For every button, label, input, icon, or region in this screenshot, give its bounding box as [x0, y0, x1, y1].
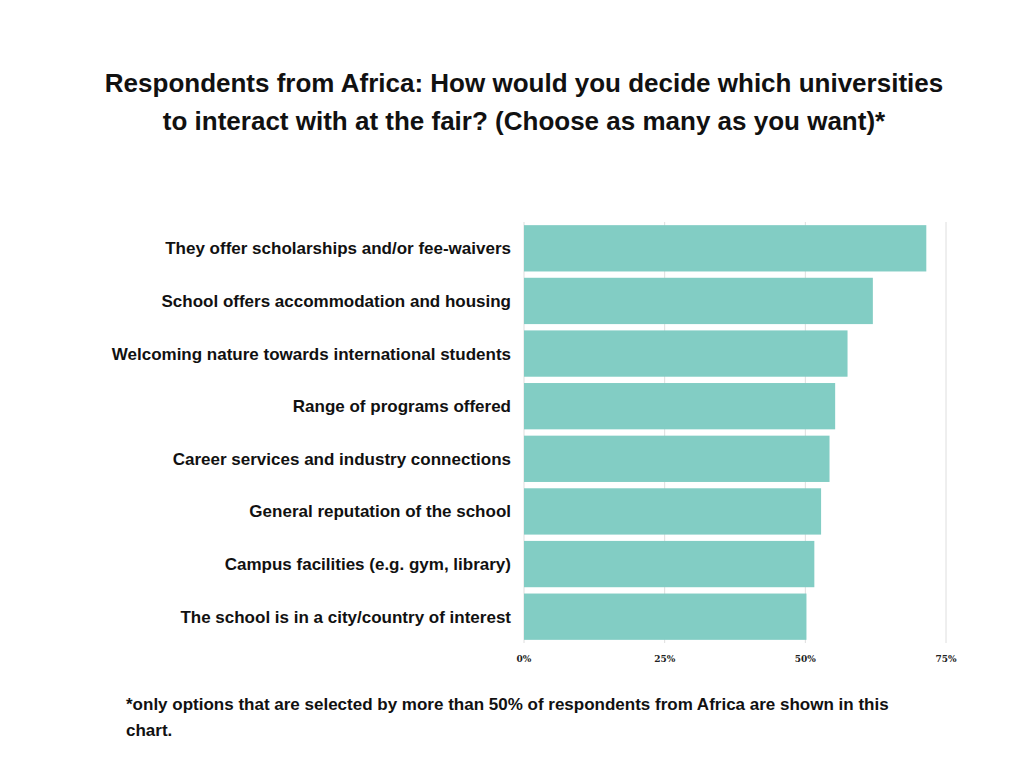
category-label: School offers accommodation and housing	[162, 292, 511, 311]
tick-label: 25%	[654, 654, 676, 664]
category-label: They offer scholarships and/or fee-waive…	[165, 239, 511, 258]
chart-title: Respondents from Africa: How would you d…	[92, 64, 956, 140]
tick-label: 75%	[935, 654, 957, 664]
tick-label: 0%	[517, 654, 532, 664]
category-label: The school is in a city/country of inter…	[180, 608, 511, 627]
bar	[524, 278, 873, 324]
bar	[524, 330, 848, 376]
category-label: Range of programs offered	[293, 397, 511, 416]
bar	[524, 225, 926, 271]
tick-label: 50%	[795, 654, 817, 664]
footnote: *only options that are selected by more …	[126, 692, 906, 744]
bar	[524, 488, 821, 534]
bars	[524, 225, 926, 640]
category-label: General reputation of the school	[249, 502, 511, 521]
category-label: Welcoming nature towards international s…	[112, 345, 511, 364]
bar	[524, 436, 830, 482]
category-label: Campus facilities (e.g. gym, library)	[225, 555, 511, 574]
grid-line	[946, 222, 947, 643]
chart-area: 0% 25% 50% 75% They offer scholarships and/o…	[0, 0, 1024, 768]
bar	[524, 383, 835, 429]
bar	[524, 594, 806, 640]
bar	[524, 541, 814, 587]
category-label: Career services and industry connections	[173, 450, 511, 469]
